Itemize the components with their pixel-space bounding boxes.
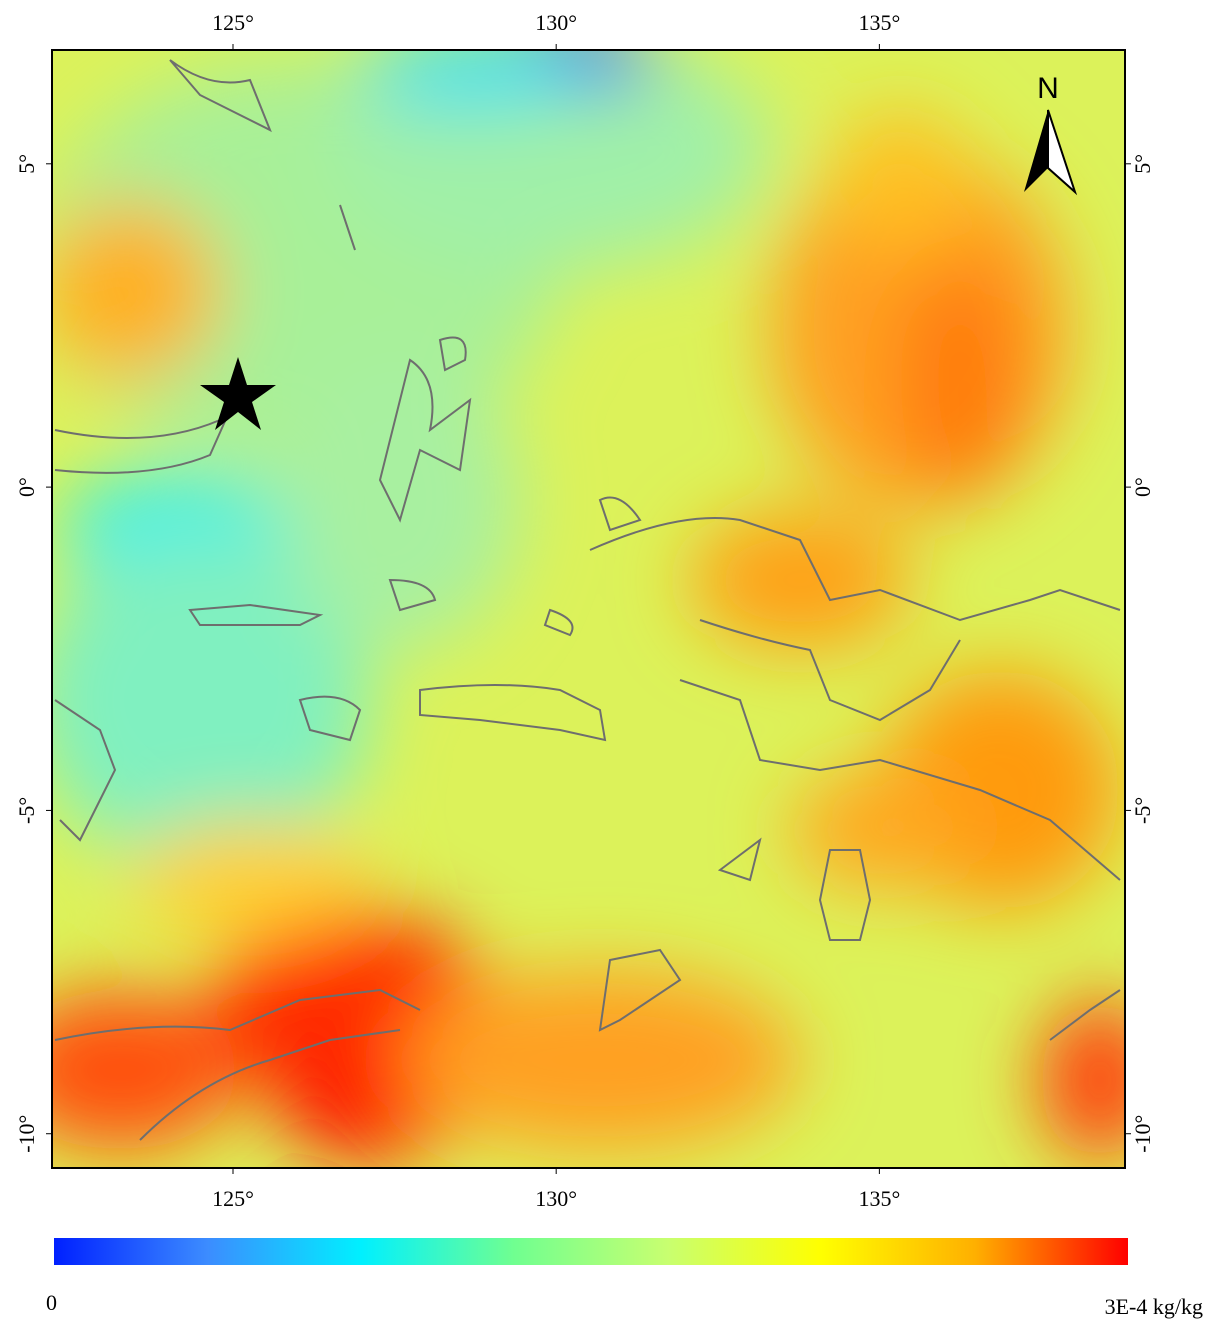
x-tick-label-bottom: 125°: [212, 1186, 254, 1211]
north-label: N: [1037, 72, 1059, 105]
y-tick-label-right: 0°: [1130, 477, 1155, 497]
north-arrow-right: [1047, 109, 1078, 196]
x-tick-label-bottom: 130°: [535, 1186, 577, 1211]
x-tick-label-bottom: 135°: [858, 1186, 900, 1211]
y-tick-label-right: -5°: [1130, 797, 1155, 824]
x-tick-label-top: 125°: [212, 10, 254, 35]
colorbar-min-label: 0: [46, 1290, 57, 1315]
x-tick-label-top: 130°: [535, 10, 577, 35]
y-tick-label-left: 0°: [14, 477, 39, 497]
map-frame: [51, 49, 1126, 1169]
y-tick-label-left: -5°: [14, 797, 39, 824]
y-tick-label-right: -10°: [1130, 1115, 1155, 1153]
y-tick-label-left: -10°: [14, 1115, 39, 1153]
x-tick-label-top: 135°: [858, 10, 900, 35]
y-tick-label-left: 5°: [14, 154, 39, 174]
north-arrow-left: [1024, 110, 1048, 192]
y-tick-label-right: 5°: [1130, 154, 1155, 174]
location-star: [200, 357, 276, 430]
heatmap: [52, 50, 1125, 1168]
north-arrow: N: [1024, 72, 1078, 196]
colorbar: [54, 1238, 1128, 1265]
colorbar-max-label: 3E-4 kg/kg: [1105, 1294, 1203, 1319]
